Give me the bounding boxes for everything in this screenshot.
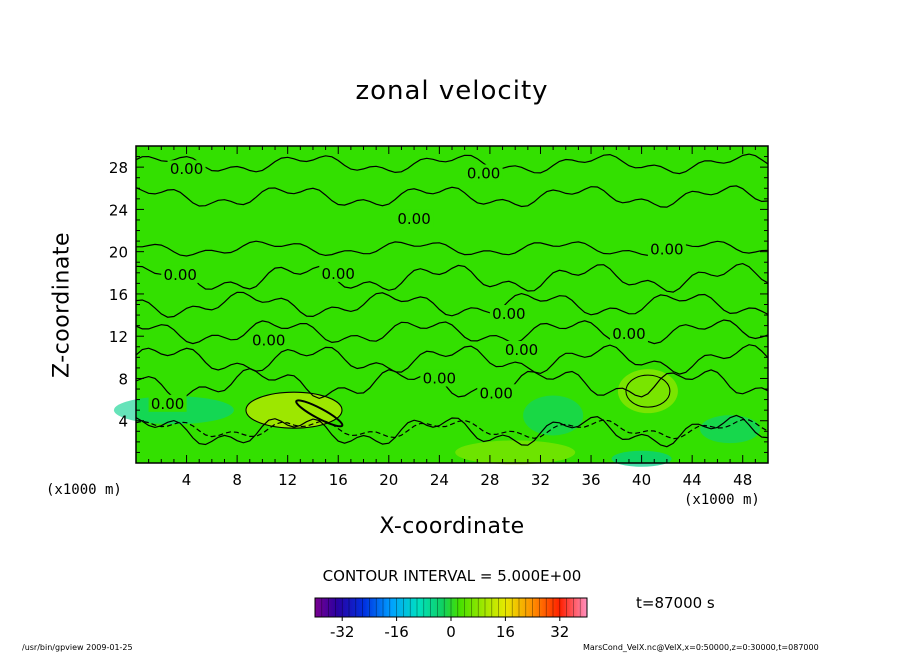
colorbar-tick-label: -16 <box>384 623 409 641</box>
chart-title: zonal velocity <box>355 76 549 106</box>
colorbar-tick-label: 32 <box>550 623 569 641</box>
contour-label: 0.00 <box>322 265 355 283</box>
time-label: t=87000 s <box>636 594 715 612</box>
y-tick-label: 12 <box>109 328 128 346</box>
contour-interval-text: CONTOUR INTERVAL = 5.000E+00 <box>322 567 582 585</box>
contour-label-bg <box>161 265 200 283</box>
x-tick-label: 24 <box>430 471 449 489</box>
contour-line <box>136 414 768 448</box>
contour-label-bg <box>148 394 187 412</box>
x-unit-label-right: (x1000 m) <box>684 492 760 508</box>
plot-area <box>113 146 768 467</box>
contour-label-bg <box>489 305 528 323</box>
colorbar: -32 -16 0 16 32 <box>314 597 588 641</box>
y-tick-label: 8 <box>118 370 128 388</box>
field-background <box>136 146 768 463</box>
contour-line <box>136 344 768 375</box>
contour-line <box>136 153 768 175</box>
x-tick-label: 48 <box>733 471 752 489</box>
contour-line <box>136 262 768 293</box>
x-tick-label: 8 <box>232 471 242 489</box>
contour-label: 0.00 <box>467 164 500 182</box>
contour-label: 0.00 <box>650 241 683 259</box>
y-tick-label: 28 <box>109 159 128 177</box>
y-tick-label: 16 <box>109 286 128 304</box>
colorbar-tick-label: 16 <box>496 623 515 641</box>
x-tick-label: 4 <box>182 471 192 489</box>
contour-label-bg <box>477 384 516 402</box>
field-anomaly <box>523 395 584 436</box>
contour-line <box>136 291 768 318</box>
contour-line <box>136 368 768 400</box>
contour-label-bg <box>249 331 288 349</box>
colorbar-tick-label: 0 <box>446 623 456 641</box>
footer-right: MarsCond_VelX.nc@VelX,x=0:50000,z=0:3000… <box>583 643 819 652</box>
contour-label-bg <box>609 325 648 343</box>
y-tick-label: 20 <box>109 244 128 262</box>
y-tick-label: 24 <box>109 201 128 219</box>
contour-label-bg <box>420 369 459 387</box>
contour-label-bg <box>395 209 434 227</box>
contour-label: 0.00 <box>252 331 285 349</box>
contour-label: 0.00 <box>170 160 203 178</box>
x-axis-label: X-coordinate <box>379 514 525 539</box>
field-anomaly <box>617 369 678 414</box>
x-tick-label: 32 <box>531 471 550 489</box>
contour-label-bg <box>647 240 686 258</box>
contour-label: 0.00 <box>423 369 456 387</box>
x-tick-label: 44 <box>683 471 702 489</box>
contour-label: 0.00 <box>505 341 538 359</box>
field-anomaly <box>700 415 761 444</box>
x-tick-label: 28 <box>480 471 499 489</box>
contour-line <box>136 319 768 345</box>
contour-label: 0.00 <box>492 305 525 323</box>
contour-label: 0.00 <box>164 266 197 284</box>
contour-line <box>136 185 768 208</box>
contour-label-bg <box>319 264 358 282</box>
y-tick-label: 4 <box>118 413 128 431</box>
contour-label-bg <box>502 340 541 358</box>
contour-line <box>295 399 344 428</box>
x-tick-label: 12 <box>278 471 297 489</box>
footer-left: /usr/bin/gpview 2009-01-25 <box>22 643 133 652</box>
contour-label-bg <box>464 164 503 182</box>
x-unit-label-left: (x1000 m) <box>46 482 122 498</box>
contour-line <box>136 418 768 440</box>
field-anomaly <box>455 440 576 465</box>
contour-label: 0.00 <box>397 210 430 228</box>
contour-label-bg <box>167 160 206 178</box>
contour-label: 0.00 <box>151 395 184 413</box>
contour-labels: 0.00 0.00 0.00 0.00 0.00 0.00 0.00 0.00 0.00 0.00… <box>148 160 686 413</box>
contour-line <box>245 391 343 429</box>
x-tick-label: 40 <box>632 471 651 489</box>
contour-label: 0.00 <box>480 384 513 402</box>
contour-line <box>625 374 671 408</box>
colorbar-tick-label: -32 <box>330 623 355 641</box>
x-tick-label: 20 <box>379 471 398 489</box>
x-tick-label: 36 <box>581 471 600 489</box>
x-tick-label: 16 <box>329 471 348 489</box>
contour-label: 0.00 <box>612 325 645 343</box>
